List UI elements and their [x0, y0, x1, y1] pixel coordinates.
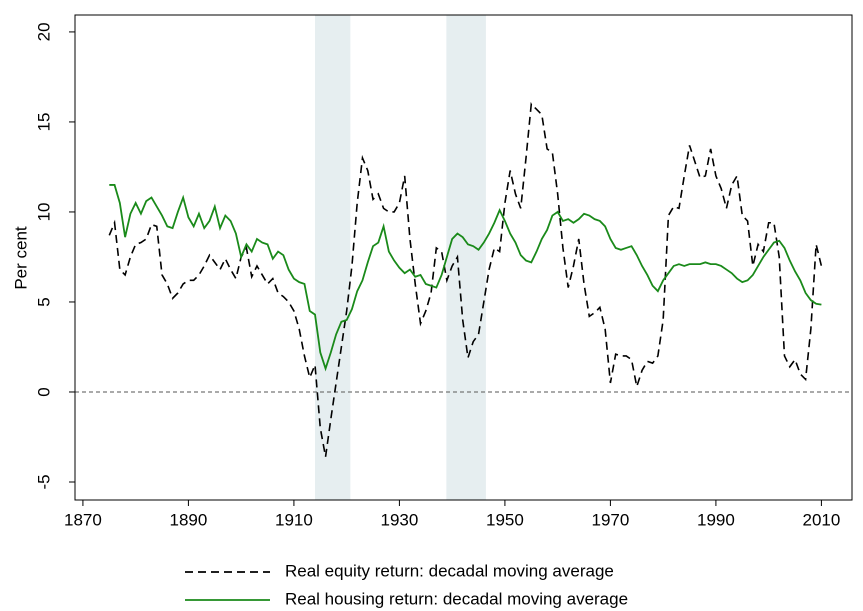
y-tick-label: 10 [34, 202, 53, 221]
x-tick-label: 1870 [64, 510, 102, 529]
y-tick-label: 20 [34, 22, 53, 41]
y-tick-label: -5 [34, 474, 53, 489]
x-tick-label: 2010 [802, 510, 840, 529]
y-axis-title: Per cent [11, 226, 30, 290]
series-line [108, 102, 823, 457]
legend-label: Real equity return: decadal moving avera… [285, 561, 614, 580]
x-tick-label: 1990 [697, 510, 735, 529]
y-tick-label: 15 [34, 112, 53, 131]
x-tick-label: 1890 [169, 510, 207, 529]
shaded-period [315, 15, 351, 500]
series-line [109, 184, 822, 372]
y-tick-label: 5 [34, 297, 53, 306]
x-tick-label: 1970 [591, 510, 629, 529]
x-tick-label: 1910 [275, 510, 313, 529]
y-tick-label: 0 [34, 387, 53, 396]
shaded-period [446, 15, 486, 500]
x-tick-label: 1950 [486, 510, 524, 529]
plot-frame [74, 14, 853, 501]
x-tick-label: 1930 [380, 510, 418, 529]
legend-label: Real housing return: decadal moving aver… [285, 589, 628, 608]
